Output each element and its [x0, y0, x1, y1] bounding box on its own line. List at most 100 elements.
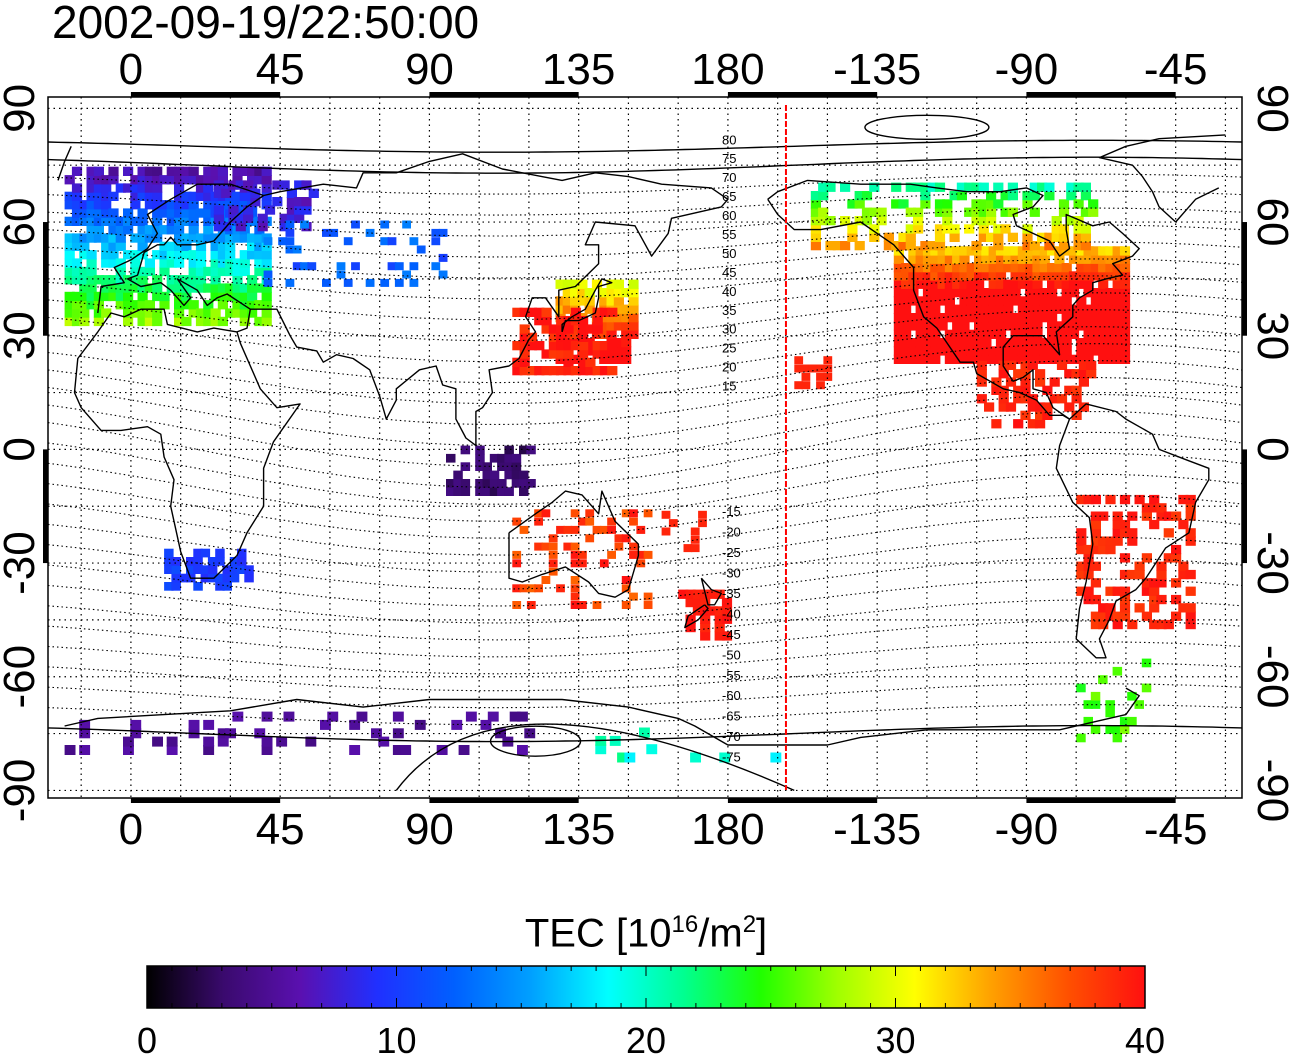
tec-cell [628, 304, 639, 314]
tec-cell [152, 291, 163, 302]
tec-cell [988, 346, 999, 356]
tec-cell [152, 166, 163, 176]
tec-cell [181, 275, 192, 285]
tec-cell [599, 525, 609, 534]
tec-cell [1171, 544, 1182, 555]
tec-cell [392, 728, 404, 739]
tec-cell [225, 283, 236, 293]
tec-cell [801, 364, 811, 373]
tec-cell [130, 308, 141, 318]
lat-tick-right: 30 [1248, 311, 1292, 360]
tec-cell [840, 241, 851, 251]
tec-cell [988, 271, 999, 281]
tec-cell [952, 279, 963, 289]
tec-cell [901, 304, 912, 314]
tec-cell [555, 279, 566, 289]
tec-cell [1098, 246, 1109, 256]
tec-cell [1076, 296, 1087, 306]
tec-cell [1039, 354, 1050, 364]
tec-cell [908, 288, 919, 298]
tec-cell [629, 550, 638, 559]
tec-cell [1039, 338, 1050, 348]
tec-cell [1127, 691, 1137, 701]
tec-cell [1105, 254, 1116, 264]
tec-cell [1098, 675, 1108, 684]
tec-cell [247, 300, 258, 310]
tec-cell [908, 296, 919, 306]
tec-cell [237, 548, 247, 558]
tec-cell [217, 166, 228, 176]
tec-cell [934, 241, 946, 251]
tec-cell [1005, 377, 1017, 387]
tec-cell [247, 283, 258, 293]
tec-cell [991, 385, 1002, 395]
tec-cell [1044, 191, 1055, 201]
tec-cell [235, 180, 246, 190]
tec-cell [966, 288, 977, 298]
tec-cell [174, 166, 185, 176]
tec-cell [1020, 377, 1031, 387]
tec-cell [901, 329, 912, 339]
tec-cell [1047, 279, 1058, 289]
tec-cell [144, 175, 155, 185]
tec-cell [1098, 321, 1109, 331]
tec-cell [974, 296, 985, 306]
tec-cell [816, 381, 825, 390]
mlat-contour [47, 452, 1243, 522]
tec-cell [115, 225, 126, 235]
tec-cell [130, 183, 141, 193]
tec-cell [130, 300, 141, 310]
tec-cell [1076, 263, 1087, 273]
tec-cell [93, 233, 104, 243]
tec-cell [1076, 569, 1087, 580]
tec-cell [949, 191, 960, 201]
tec-cell [1039, 288, 1050, 298]
tec-cell [86, 225, 97, 235]
tec-cell [1076, 354, 1087, 364]
tec-cell [891, 199, 902, 209]
tec-cell [541, 307, 552, 317]
tec-cell [278, 237, 287, 246]
tec-cell [548, 341, 559, 351]
tec-cell [915, 279, 926, 289]
tec-cell [137, 225, 148, 235]
tec-cell [937, 288, 948, 298]
tec-cell [217, 283, 228, 293]
tec-cell [130, 728, 142, 739]
tec-cell [130, 275, 141, 285]
frame-bar-left [43, 222, 48, 336]
tec-cell [217, 300, 228, 310]
tec-cell [1054, 271, 1065, 281]
tec-cell [991, 419, 1002, 429]
tec-cell [937, 271, 948, 281]
tec-cell [495, 728, 506, 739]
tec-cell [1047, 296, 1058, 306]
tec-cell [541, 324, 552, 334]
tec-cell [438, 270, 448, 279]
tec-cell [964, 182, 975, 192]
tec-cell [621, 304, 632, 314]
tec-cell [1090, 619, 1101, 630]
tec-cell [166, 736, 178, 747]
tec-cell [908, 313, 919, 323]
tec-cell [1119, 569, 1131, 580]
tec-cell [235, 213, 246, 223]
tec-cell [1112, 354, 1123, 364]
tec-cell [446, 453, 456, 463]
tec-cell [497, 479, 507, 488]
tec-cell [152, 225, 163, 235]
tec-cell [108, 208, 119, 218]
tec-cell [181, 291, 192, 302]
tec-cell [869, 232, 880, 242]
contour-label: 55 [722, 227, 736, 242]
tec-cell [1025, 271, 1036, 281]
tec-cell [174, 300, 185, 310]
tec-cell [130, 250, 141, 260]
tec-cell [1078, 402, 1089, 412]
tec-cell [840, 216, 851, 226]
tec-cell [137, 300, 148, 310]
tec-cell [519, 324, 530, 334]
colorbar-tick-label: 10 [376, 1020, 416, 1057]
tec-cell [1083, 246, 1094, 256]
